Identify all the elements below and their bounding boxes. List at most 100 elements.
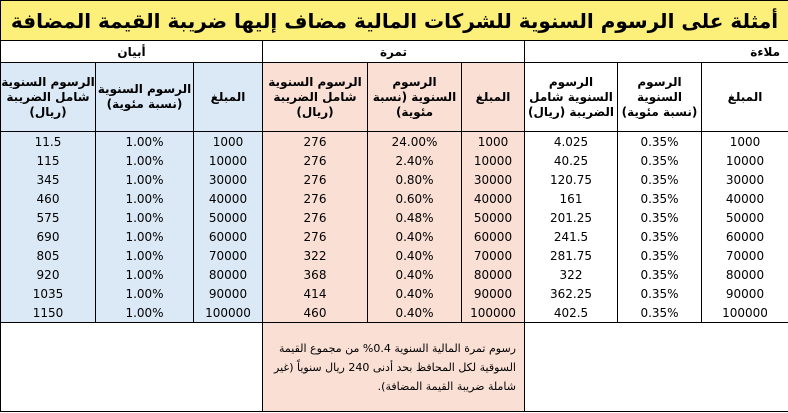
tamra-amount-cell: 90000 — [461, 284, 525, 303]
abyan-amount-cell: 40000 — [193, 189, 263, 208]
tamra-fee-cell: 276 — [262, 131, 368, 151]
malaa-fee-pct-header: الرسوم السنوية (نسبة مئوية) — [617, 62, 702, 132]
tamra-fee-incl-header: الرسوم السنوية شامل الضريبة (ريال) — [262, 62, 368, 132]
abyan-fee-pct-cell: 1.00% — [95, 284, 194, 303]
tamra-amount-cell: 80000 — [461, 265, 525, 284]
abyan-fee-cell: 1035 — [0, 284, 96, 303]
abyan-fee-cell: 575 — [0, 208, 96, 227]
malaa-amount-cell: 1000 — [701, 131, 788, 151]
tamra-fee-pct-cell: 0.60% — [367, 189, 462, 208]
table-row: 30000 0.35% 120.75 30000 0.80% 276 30000 1.00% 3… — [0, 170, 788, 189]
tamra-amount-cell: 10000 — [461, 151, 525, 170]
tamra-fee-cell: 322 — [262, 246, 368, 265]
malaa-fee-cell: 241.5 — [524, 227, 618, 246]
tamra-fee-pct-header: الرسوم السنوية (نسبة مئوية) — [367, 62, 462, 132]
table-row: 70000 0.35% 281.75 70000 0.40% 322 70000 1.00% 8… — [0, 246, 788, 265]
malaa-fee-pct-cell: 0.35% — [617, 208, 702, 227]
malaa-amount-cell: 80000 — [701, 265, 788, 284]
tamra-fee-note: رسوم تمرة المالية السنوية 0.4% من مجموع … — [262, 322, 525, 412]
table-row: 100000 0.35% 402.5 100000 0.40% 460 100000 1.00… — [0, 303, 788, 323]
malaa-amount-cell: 30000 — [701, 170, 788, 189]
abyan-fee-pct-cell: 1.00% — [95, 227, 194, 246]
abyan-fee-pct-header: الرسوم السنوية (نسبة مئوية) — [95, 62, 194, 132]
abyan-amount-cell: 10000 — [193, 151, 263, 170]
tamra-fee-pct-cell: 0.40% — [367, 227, 462, 246]
tamra-amount-cell: 30000 — [461, 170, 525, 189]
malaa-fee-pct-cell: 0.35% — [617, 265, 702, 284]
abyan-fee-incl-header: الرسوم السنوية شامل الضريبة (ريال) — [0, 62, 96, 132]
note-empty-left — [0, 322, 263, 412]
abyan-fee-pct-cell: 1.00% — [95, 131, 194, 151]
table-row: 50000 0.35% 201.25 50000 0.48% 276 50000 1.00% 5… — [0, 208, 788, 227]
malaa-fee-cell: 40.25 — [524, 151, 618, 170]
malaa-fee-pct-cell: 0.35% — [617, 170, 702, 189]
malaa-fee-cell: 161 — [524, 189, 618, 208]
tamra-fee-pct-cell: 2.40% — [367, 151, 462, 170]
abyan-amount-header: المبلغ — [193, 62, 263, 132]
tamra-fee-cell: 276 — [262, 227, 368, 246]
tamra-fee-pct-cell: 0.40% — [367, 246, 462, 265]
abyan-fee-pct-cell: 1.00% — [95, 246, 194, 265]
table-row: 80000 0.35% 322 80000 0.40% 368 80000 1.00% 920 — [0, 265, 788, 284]
malaa-fee-pct-cell: 0.35% — [617, 246, 702, 265]
malaa-fee-pct-cell: 0.35% — [617, 227, 702, 246]
abyan-amount-cell: 60000 — [193, 227, 263, 246]
abyan-fee-pct-cell: 1.00% — [95, 151, 194, 170]
malaa-amount-cell: 50000 — [701, 208, 788, 227]
tamra-fee-pct-cell: 0.48% — [367, 208, 462, 227]
tamra-amount-cell: 1000 — [461, 131, 525, 151]
abyan-amount-cell: 80000 — [193, 265, 263, 284]
abyan-fee-cell: 460 — [0, 189, 96, 208]
abyan-fee-cell: 690 — [0, 227, 96, 246]
malaa-fee-cell: 120.75 — [524, 170, 618, 189]
tamra-amount-cell: 50000 — [461, 208, 525, 227]
abyan-fee-cell: 11.5 — [0, 131, 96, 151]
tamra-fee-pct-cell: 0.80% — [367, 170, 462, 189]
tamra-fee-cell: 368 — [262, 265, 368, 284]
malaa-amount-cell: 40000 — [701, 189, 788, 208]
tamra-fee-cell: 276 — [262, 170, 368, 189]
tamra-fee-cell: 414 — [262, 284, 368, 303]
malaa-fee-cell: 322 — [524, 265, 618, 284]
malaa-amount-cell: 90000 — [701, 284, 788, 303]
tamra-fee-pct-cell: 0.40% — [367, 284, 462, 303]
tamra-amount-cell: 70000 — [461, 246, 525, 265]
tamra-amount-cell: 100000 — [461, 303, 525, 323]
tamra-fee-cell: 276 — [262, 189, 368, 208]
malaa-fee-cell: 201.25 — [524, 208, 618, 227]
abyan-amount-cell: 50000 — [193, 208, 263, 227]
malaa-fee-pct-cell: 0.35% — [617, 284, 702, 303]
abyan-amount-cell: 90000 — [193, 284, 263, 303]
malaa-fee-pct-cell: 0.35% — [617, 131, 702, 151]
abyan-fee-pct-cell: 1.00% — [95, 189, 194, 208]
abyan-fee-cell: 115 — [0, 151, 96, 170]
tamra-fee-cell: 276 — [262, 151, 368, 170]
abyan-amount-cell: 30000 — [193, 170, 263, 189]
table-row: 1000 0.35% 4.025 1000 24.00% 276 1000 1.00% 11.5 — [0, 131, 788, 151]
abyan-amount-cell: 100000 — [193, 303, 263, 323]
abyan-fee-pct-cell: 1.00% — [95, 170, 194, 189]
malaa-fee-cell: 402.5 — [524, 303, 618, 323]
malaa-fee-pct-cell: 0.35% — [617, 151, 702, 170]
abyan-amount-cell: 1000 — [193, 131, 263, 151]
abyan-fee-cell: 805 — [0, 246, 96, 265]
abyan-fee-cell: 1150 — [0, 303, 96, 323]
abyan-fee-cell: 345 — [0, 170, 96, 189]
malaa-amount-cell: 70000 — [701, 246, 788, 265]
abyan-fee-cell: 920 — [0, 265, 96, 284]
tamra-amount-cell: 60000 — [461, 227, 525, 246]
malaa-fee-incl-header: الرسوم السنوية شامل الضريبة (ريال) — [524, 62, 618, 132]
tamra-amount-header: المبلغ — [461, 62, 525, 132]
malaa-fee-cell: 362.25 — [524, 284, 618, 303]
tamra-amount-cell: 40000 — [461, 189, 525, 208]
tamra-fee-pct-cell: 24.00% — [367, 131, 462, 151]
group-tamra: تمرة — [262, 40, 525, 63]
group-malaa: ملاءة — [524, 40, 788, 63]
abyan-fee-pct-cell: 1.00% — [95, 303, 194, 323]
tamra-fee-cell: 460 — [262, 303, 368, 323]
tamra-fee-pct-cell: 0.40% — [367, 303, 462, 323]
tamra-fee-cell: 276 — [262, 208, 368, 227]
abyan-fee-pct-cell: 1.00% — [95, 265, 194, 284]
